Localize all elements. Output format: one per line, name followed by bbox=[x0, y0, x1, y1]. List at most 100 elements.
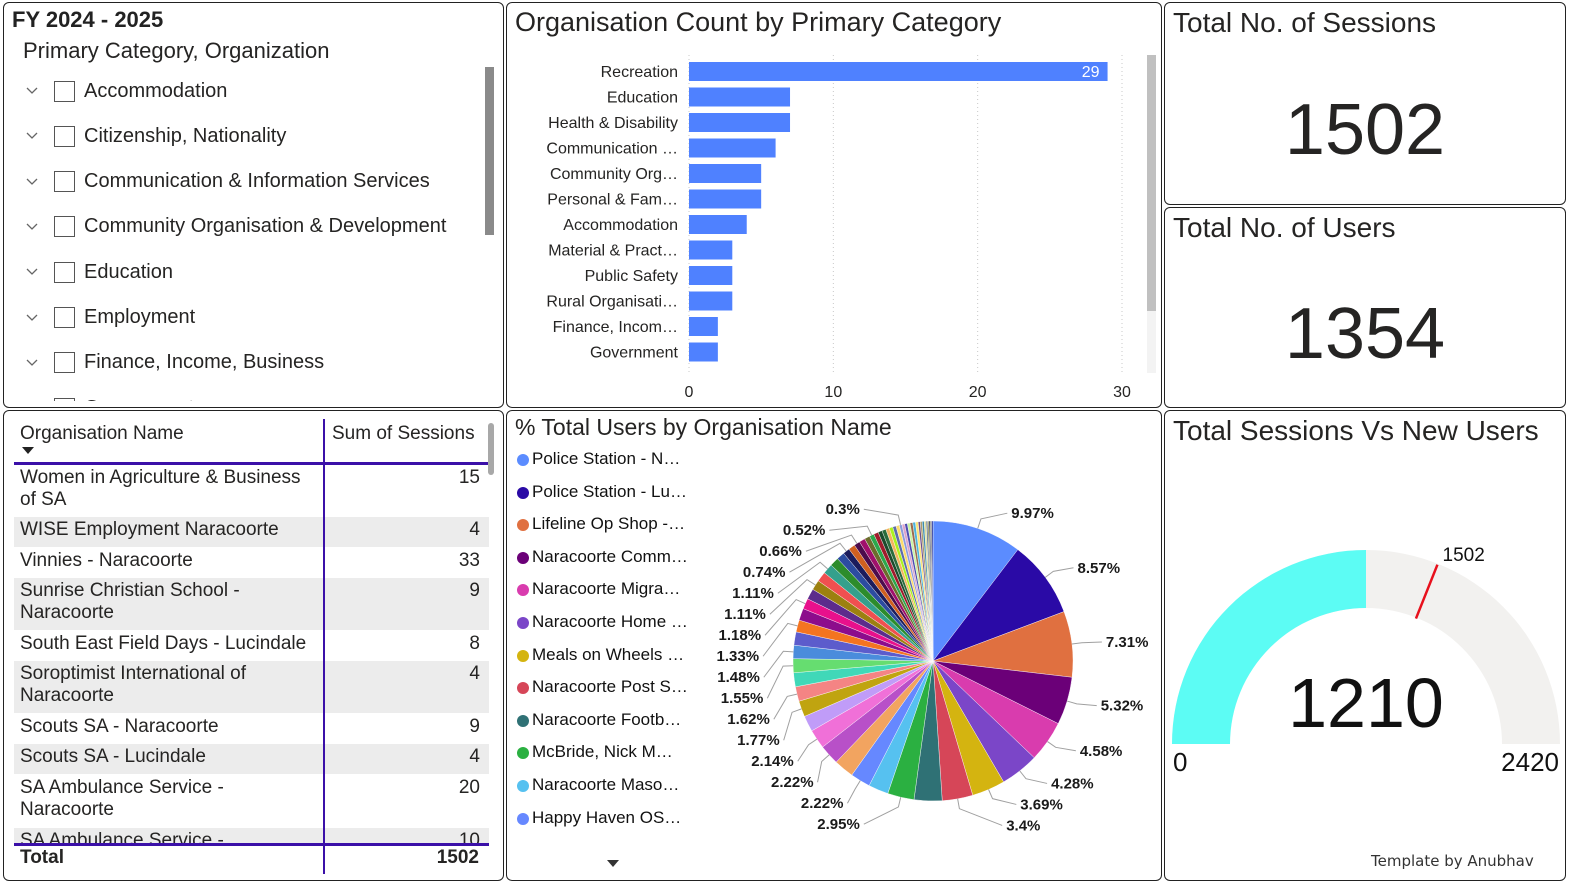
slicer-item[interactable]: Finance, Income, Business bbox=[4, 348, 484, 378]
pie-data-label: 2.22% bbox=[771, 774, 814, 791]
chevron-down-icon[interactable] bbox=[24, 264, 40, 280]
gauge-fill[interactable] bbox=[1172, 550, 1366, 744]
legend-label: Lifeline Op Shop -… bbox=[532, 514, 686, 534]
table-row[interactable]: WISE Employment Naracoorte 4 bbox=[14, 517, 489, 548]
total-sessions-card: Total No. of Sessions 1502 bbox=[1164, 2, 1566, 205]
checkbox[interactable] bbox=[54, 171, 75, 193]
pie-data-label: 2.14% bbox=[751, 753, 794, 770]
legend-item[interactable]: Police Station - N… bbox=[515, 449, 700, 471]
pie-slice[interactable] bbox=[931, 520, 934, 662]
slicer-item[interactable]: Employment bbox=[4, 303, 484, 333]
column-header-sum-of-sessions[interactable]: Sum of Sessions bbox=[332, 423, 475, 444]
legend-item[interactable]: Police Station - Lu… bbox=[515, 482, 700, 504]
pie-data-label: 2.22% bbox=[801, 795, 844, 812]
table-row[interactable]: SA Ambulance Service - 10 bbox=[14, 828, 489, 843]
slicer-scrollbar[interactable] bbox=[485, 67, 494, 235]
category-label: Education bbox=[607, 90, 678, 107]
category-label: Government bbox=[590, 345, 679, 362]
legend-color-dot-icon bbox=[517, 714, 529, 727]
legend-item[interactable]: Naracoorte Footb… bbox=[515, 710, 700, 732]
checkbox[interactable] bbox=[54, 125, 75, 147]
legend-item[interactable]: Naracoorte Comm… bbox=[515, 547, 700, 569]
pie-data-label: 1.62% bbox=[727, 711, 770, 728]
legend-scroll-down-icon[interactable] bbox=[607, 860, 619, 867]
gauge-min-label: 0 bbox=[1173, 747, 1187, 777]
legend-color-dot-icon bbox=[517, 486, 529, 499]
chevron-down-icon[interactable] bbox=[24, 128, 40, 144]
pie-slice[interactable] bbox=[932, 520, 1019, 662]
table-scrollbar[interactable] bbox=[488, 423, 494, 475]
legend-item[interactable]: Naracoorte Migra… bbox=[515, 579, 700, 601]
bar[interactable] bbox=[689, 189, 762, 209]
total-row-label: Total bbox=[20, 847, 64, 868]
bar[interactable] bbox=[689, 113, 791, 132]
bar-chart-scrollbar[interactable] bbox=[1147, 55, 1156, 311]
table-row[interactable]: Sunrise Christian School - Naracoorte 9 bbox=[14, 578, 489, 631]
slicer-item[interactable]: Education bbox=[4, 257, 484, 287]
pie-data-label: 4.28% bbox=[1051, 775, 1094, 792]
sort-descending-icon[interactable] bbox=[22, 447, 34, 454]
slicer-item-label: Education bbox=[84, 260, 173, 283]
checkbox[interactable] bbox=[54, 352, 75, 374]
chevron-down-icon[interactable] bbox=[24, 400, 40, 401]
checkbox[interactable] bbox=[54, 216, 75, 238]
chevron-down-icon[interactable] bbox=[24, 174, 40, 190]
bar[interactable] bbox=[689, 87, 791, 107]
table-row[interactable]: South East Field Days - Lucindale 8 bbox=[14, 631, 489, 661]
table-row[interactable]: Scouts SA - Naracoorte 9 bbox=[14, 714, 489, 744]
leader-line bbox=[817, 754, 830, 783]
bar[interactable] bbox=[689, 164, 762, 183]
bar[interactable] bbox=[689, 291, 733, 311]
chevron-down-icon[interactable] bbox=[24, 355, 40, 371]
legend-item[interactable]: McBride, Nick M… bbox=[515, 742, 700, 764]
leader-line bbox=[1044, 567, 1074, 578]
legend-label: McBride, Nick M… bbox=[532, 742, 673, 762]
slicer-item[interactable]: Communication & Information Services bbox=[4, 167, 484, 197]
total-row-value: 1502 bbox=[436, 847, 479, 868]
total-users-card: Total No. of Users 1354 bbox=[1164, 207, 1566, 408]
bar-chart-title: Organisation Count by Primary Category bbox=[515, 7, 1002, 37]
pie-data-label: 3.69% bbox=[1020, 796, 1063, 813]
bar[interactable] bbox=[689, 266, 733, 285]
legend-item[interactable]: Naracoorte Home … bbox=[515, 612, 700, 634]
bar[interactable] bbox=[689, 138, 776, 158]
sessions-cell: 15 bbox=[458, 467, 480, 488]
table-row[interactable]: Soroptimist International of Naracoorte 4 bbox=[14, 661, 489, 714]
bar-chart-scroll-track bbox=[1147, 311, 1156, 373]
category-label: Health & Disability bbox=[548, 115, 678, 132]
table-row[interactable]: Scouts SA - Lucindale 4 bbox=[14, 744, 489, 775]
legend-item[interactable]: Naracoorte Post S… bbox=[515, 677, 700, 699]
bar[interactable] bbox=[689, 317, 718, 336]
legend-item[interactable]: Happy Haven OS… bbox=[515, 808, 700, 830]
table-row[interactable]: Vinnies - Naracoorte 33 bbox=[14, 548, 489, 578]
bar[interactable] bbox=[689, 342, 718, 362]
slicer-item[interactable]: Citizenship, Nationality bbox=[4, 121, 484, 151]
chevron-down-icon[interactable] bbox=[24, 310, 40, 326]
legend-item[interactable]: Naracoorte Maso… bbox=[515, 775, 700, 797]
bar[interactable] bbox=[689, 240, 733, 260]
chevron-down-icon[interactable] bbox=[24, 219, 40, 235]
leader-line bbox=[789, 542, 847, 573]
checkbox[interactable] bbox=[54, 307, 75, 328]
table-row[interactable]: Women in Agriculture & Business of SA 15 bbox=[14, 465, 489, 517]
header-divider bbox=[14, 462, 489, 465]
column-header-organisation-name[interactable]: Organisation Name bbox=[20, 423, 184, 444]
pie-data-label: 1.11% bbox=[724, 606, 766, 623]
bar[interactable] bbox=[689, 215, 747, 234]
legend-item[interactable]: Lifeline Op Shop -… bbox=[515, 514, 700, 536]
sessions-cell: 4 bbox=[469, 519, 480, 540]
checkbox[interactable] bbox=[54, 261, 75, 283]
table-row[interactable]: SA Ambulance Service - Naracoorte 20 bbox=[14, 775, 489, 828]
checkbox[interactable] bbox=[54, 397, 75, 401]
column-divider bbox=[323, 419, 325, 874]
slicer-item[interactable]: Community Organisation & Development bbox=[4, 212, 484, 242]
bar-data-label: 29 bbox=[1082, 64, 1100, 81]
bar[interactable] bbox=[689, 62, 1108, 81]
legend-item[interactable]: Meals on Wheels … bbox=[515, 645, 700, 667]
chevron-down-icon[interactable] bbox=[24, 83, 40, 99]
leader-line bbox=[783, 708, 802, 741]
users-pie-chart-panel: % Total Users by Organisation Name Polic… bbox=[506, 410, 1162, 881]
slicer-item[interactable]: Accommodation bbox=[4, 76, 484, 106]
slicer-item[interactable]: Government bbox=[4, 393, 484, 401]
checkbox[interactable] bbox=[54, 80, 75, 102]
